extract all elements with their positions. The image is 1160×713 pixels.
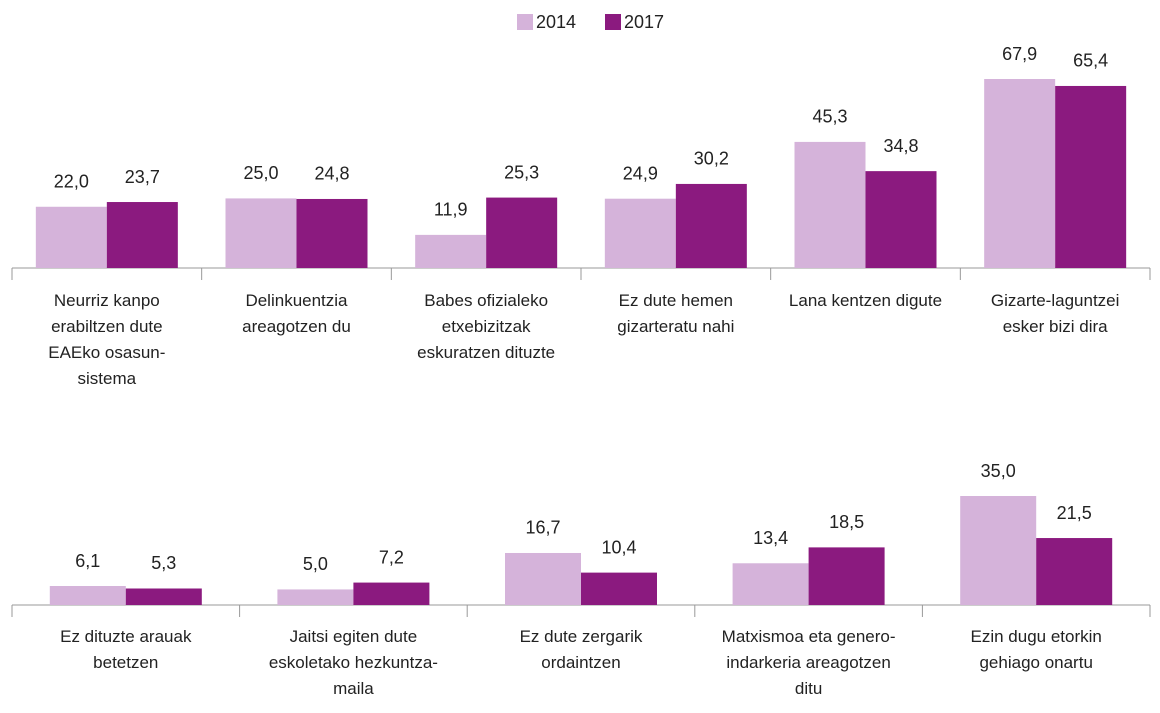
category-label: Delinkuentzia areagotzen du xyxy=(242,291,351,336)
value-label: 25,0 xyxy=(243,163,278,183)
bar xyxy=(225,198,297,268)
bar xyxy=(505,552,581,605)
value-label: 10,4 xyxy=(601,537,636,557)
value-label: 24,9 xyxy=(623,163,658,183)
category-label: Lana kentzen digute xyxy=(788,291,943,310)
category-label: Ezin dugu etorkin gehiago onartu xyxy=(970,627,1102,672)
value-label: 22,0 xyxy=(54,172,89,192)
category-label: Ez dute zergarik ordaintzen xyxy=(519,627,643,672)
category-label: Ez dute hemen gizarteratu nahi xyxy=(617,291,735,336)
bar xyxy=(296,198,368,268)
bar xyxy=(604,198,676,268)
bar xyxy=(35,206,107,268)
bar xyxy=(277,589,354,605)
category-label: Matxismoa eta genero- indarkeria areagot… xyxy=(721,627,896,698)
value-label: 24,8 xyxy=(314,164,349,184)
bar xyxy=(581,572,657,605)
bar xyxy=(675,183,747,268)
bar xyxy=(353,582,430,605)
bar xyxy=(732,563,809,605)
bar xyxy=(808,547,885,605)
value-label: 34,8 xyxy=(883,136,918,156)
category-label: Babes ofizialeko etxebizitzak eskuratzen… xyxy=(417,291,556,362)
bar xyxy=(1055,85,1127,268)
bar xyxy=(865,171,937,268)
value-label: 5,3 xyxy=(151,553,176,573)
value-label: 18,5 xyxy=(829,512,864,532)
category-label: Neurriz kanpo erabiltzen dute EAEko osas… xyxy=(48,291,166,388)
bar xyxy=(415,234,487,268)
value-label: 16,7 xyxy=(525,518,560,538)
category-label: Ez dituzte arauak betetzen xyxy=(60,627,192,672)
value-label: 45,3 xyxy=(812,107,847,127)
value-label: 23,7 xyxy=(125,167,160,187)
category-label: Gizarte-laguntzei esker bizi dira xyxy=(990,291,1120,336)
category-label: Jaitsi egiten dute eskoletako hezkuntza-… xyxy=(268,627,438,698)
bar xyxy=(1036,538,1113,605)
legend-label: 2017 xyxy=(624,12,664,32)
bar xyxy=(125,588,202,605)
legend-swatch xyxy=(517,14,533,30)
bar xyxy=(960,496,1037,605)
value-label: 25,3 xyxy=(504,162,539,182)
value-label: 5,0 xyxy=(303,554,328,574)
bar xyxy=(106,202,178,268)
bar xyxy=(486,197,558,268)
value-label: 7,2 xyxy=(379,547,404,567)
value-label: 21,5 xyxy=(1057,503,1092,523)
value-label: 30,2 xyxy=(694,149,729,169)
legend-swatch xyxy=(605,14,621,30)
legend-label: 2014 xyxy=(536,12,576,32)
value-label: 11,9 xyxy=(434,200,468,220)
value-label: 67,9 xyxy=(1002,44,1037,64)
bar xyxy=(794,141,866,268)
value-label: 13,4 xyxy=(753,528,788,548)
value-label: 6,1 xyxy=(75,551,100,571)
bar xyxy=(49,586,126,605)
bar xyxy=(984,79,1056,268)
value-label: 35,0 xyxy=(981,461,1016,481)
value-label: 65,4 xyxy=(1073,51,1108,71)
